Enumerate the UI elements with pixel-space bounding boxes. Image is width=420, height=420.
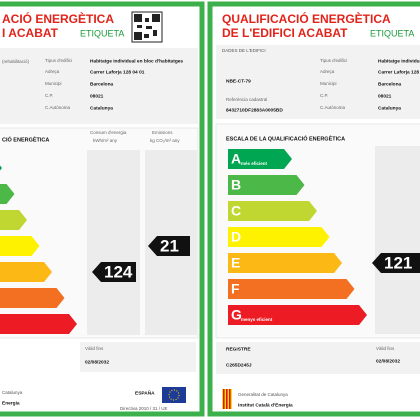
rating-bar — [228, 305, 367, 325]
rating-letter: E — [231, 255, 240, 271]
rating-bar — [0, 236, 40, 256]
rating-bar — [228, 279, 355, 299]
emissions-title: Emissions — [152, 130, 173, 135]
field-value: 08021 — [378, 93, 392, 99]
left-valid-box — [80, 342, 196, 372]
rating-bar — [228, 253, 342, 273]
cadastre: 8432710DF2883A0005BD — [226, 107, 283, 113]
field-label: Adreça — [320, 69, 335, 74]
footer-text: Institut Català d'Energia — [238, 402, 293, 408]
register-box — [216, 342, 420, 374]
value-text: 121 — [384, 253, 412, 272]
rating-bar — [228, 149, 292, 169]
field-label: C.Autònoma — [320, 105, 346, 110]
right-label: ETIQUETA — [370, 28, 414, 38]
left-field: (rehabilitació) — [2, 59, 30, 64]
rating-letter: G — [231, 307, 242, 323]
footer-text: Catalunya — [2, 390, 23, 395]
valid-label: Vàlid fins — [376, 346, 395, 351]
rating-letter: B — [231, 177, 241, 193]
rating-bar — [228, 175, 305, 195]
country: ESPAÑA — [135, 389, 155, 396]
right-title: QUALIFICACIÓ ENERGÈTICA — [222, 11, 391, 26]
left-data-box — [0, 48, 198, 124]
field-value: Carrer Laforja 128 04 01 — [378, 69, 420, 75]
rating-letter: D — [231, 229, 241, 245]
field-label: C.Autònoma — [45, 105, 71, 110]
register-label: REGISTRE — [226, 346, 251, 352]
rating-bar — [0, 210, 27, 230]
field-label: Municipi — [45, 81, 62, 86]
rating-bar — [0, 314, 77, 334]
rating-bar — [0, 288, 65, 308]
qr-code — [131, 11, 163, 43]
value-text: 21 — [160, 236, 179, 255]
consumption-title: Consum d'energia — [90, 130, 127, 135]
footer-text: Generalitat de Catalunya — [238, 392, 288, 397]
field-label: C.P. — [45, 93, 53, 98]
rating-letter: C — [231, 203, 241, 219]
eu-flag — [162, 387, 186, 403]
footer-text: Energia — [2, 400, 20, 406]
field-label: Adreça — [45, 69, 60, 74]
consumption-column — [87, 150, 140, 335]
left-label: ETIQUETA — [80, 28, 124, 38]
field-value: Habitatge individual en bloc d'habitatge… — [90, 58, 183, 64]
left-title: ACIÓ ENERGÈTICA — [2, 11, 114, 26]
right-value-column — [375, 146, 420, 334]
rating-bar — [228, 227, 330, 247]
left-section: CIÓ ENERGÈTICA — [2, 135, 49, 143]
data-header: DADES DE L'EDIFICI — [222, 48, 266, 53]
rating-bar — [0, 184, 15, 204]
rating-bar — [0, 262, 52, 282]
field-value: Habitatge individual en bloc d'habitatge… — [378, 58, 420, 64]
field-label: Tipus d'edifici — [320, 58, 347, 63]
norm: NBE-CT-79 — [226, 78, 251, 84]
rating-bar — [228, 201, 317, 221]
valid-date: 02/08/2032 — [376, 358, 400, 364]
field-value: Catalunya — [378, 105, 401, 111]
cadastre-label: Referència cadastral — [226, 97, 267, 102]
field-value: Catalunya — [90, 105, 113, 111]
consumption-unit: kWh/m² any — [93, 138, 118, 143]
rating-note: més eficient — [241, 161, 268, 166]
field-label: Municipi — [320, 81, 337, 86]
rating-letter: A — [231, 151, 241, 167]
emissions-unit: kg CO₂/m² any — [150, 138, 180, 143]
rating-note: menys eficient — [241, 317, 273, 322]
value-badge — [148, 236, 190, 256]
eu-stars — [168, 389, 180, 401]
right-subtitle: DE L'EDIFICI ACABAT — [222, 26, 348, 40]
valid-date: 02/08/2032 — [85, 359, 109, 365]
register: C265D245J — [226, 362, 252, 368]
field-value: 08021 — [90, 93, 104, 99]
valid-label: Vàlid fins — [85, 346, 104, 351]
right-data-box — [216, 45, 420, 119]
scale-header: ESCALA DE LA QUALIFICACIÓ ENERGÈTICA — [226, 134, 345, 142]
rating-letter: F — [231, 281, 240, 297]
field-label: Tipus d'edifici — [45, 58, 72, 63]
value-badge — [372, 253, 420, 273]
left-subtitle: I ACABAT — [2, 26, 59, 40]
field-value: Carrer Laforja 128 04 01 — [90, 69, 145, 75]
rating-bar — [0, 165, 2, 171]
catalan-flag — [222, 389, 232, 409]
directive: Directiva 2010 / 31 / UE — [120, 406, 168, 411]
field-label: C.P. — [320, 93, 328, 98]
field-value: Barcelona — [378, 81, 402, 87]
value-badge — [92, 262, 136, 282]
field-value: Barcelona — [90, 81, 114, 87]
value-text: 124 — [104, 262, 133, 281]
